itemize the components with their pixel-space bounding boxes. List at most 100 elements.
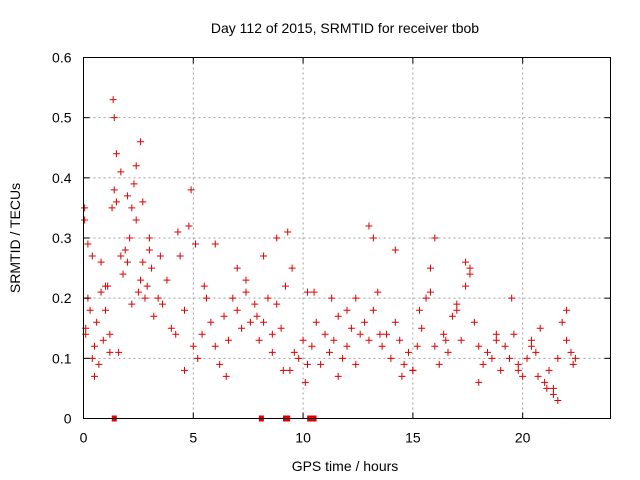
data-point: [200, 282, 208, 290]
data-point: [321, 330, 329, 338]
data-point: [187, 186, 195, 194]
data-point: [174, 228, 182, 236]
y-axis-label: SRMTID / TECUs: [7, 183, 23, 293]
data-point: [123, 258, 131, 266]
data-point: [404, 348, 412, 356]
data-point: [378, 342, 386, 350]
data-point: [255, 336, 263, 344]
data-point: [112, 150, 120, 158]
data-point: [288, 264, 296, 272]
data-point: [567, 348, 575, 356]
data-point: [233, 264, 241, 272]
data-point: [176, 252, 184, 260]
data-point: [532, 348, 540, 356]
data-point: [343, 306, 351, 314]
data-point: [422, 294, 430, 302]
data-point: [299, 336, 307, 344]
data-point: [558, 318, 566, 326]
data-point: [497, 366, 505, 374]
x-tick-label: 5: [189, 430, 197, 446]
data-point: [172, 330, 180, 338]
data-point: [339, 354, 347, 362]
data-point: [220, 312, 228, 320]
y-tick-label: 0.3: [52, 230, 72, 246]
data-point: [519, 372, 527, 380]
data-point: [514, 366, 522, 374]
data-point: [86, 306, 94, 314]
data-point: [233, 306, 241, 314]
data-point: [128, 300, 136, 308]
data-point: [347, 324, 355, 332]
data-point: [426, 288, 434, 296]
x-tick-label: 20: [515, 430, 531, 446]
data-point: [398, 372, 406, 380]
data-point: [101, 306, 109, 314]
data-point: [101, 282, 109, 290]
y-tick-label: 0.4: [52, 170, 72, 186]
data-point: [268, 330, 276, 338]
data-point: [303, 360, 311, 368]
data-point: [167, 324, 175, 332]
data-point: [466, 264, 474, 272]
data-point: [527, 342, 535, 350]
data-point: [343, 342, 351, 350]
data-point: [264, 294, 272, 302]
data-point: [284, 228, 292, 236]
data-point: [352, 294, 360, 302]
x-tick-label: 0: [80, 430, 88, 446]
data-point: [185, 222, 193, 230]
y-tick-label: 0.5: [52, 110, 72, 126]
data-point: [198, 330, 206, 338]
data-point: [137, 276, 145, 284]
data-point: [400, 360, 408, 368]
chart-title: Day 112 of 2015, SRMTID for receiver tbo…: [211, 20, 479, 36]
data-point: [145, 246, 153, 254]
data-point: [260, 318, 268, 326]
data-point: [484, 348, 492, 356]
data-point: [534, 372, 542, 380]
data-point: [508, 294, 516, 302]
data-point: [391, 318, 399, 326]
data-point: [369, 234, 377, 242]
data-point: [554, 354, 562, 362]
y-tick-label: 0.1: [52, 350, 72, 366]
data-point: [137, 138, 145, 146]
data-point: [141, 294, 149, 302]
data-point: [466, 270, 474, 278]
data-point: [253, 312, 261, 320]
data-point: [383, 330, 391, 338]
data-point: [369, 306, 377, 314]
data-point: [514, 360, 522, 368]
data-point: [442, 336, 450, 344]
data-point: [409, 366, 417, 374]
x-axis-ticks: 0 5 10 15 20: [80, 57, 531, 446]
data-point: [444, 348, 452, 356]
data-point: [488, 354, 496, 362]
data-point: [361, 318, 369, 326]
x-axis-label: GPS time / hours: [292, 458, 399, 474]
grid-lines: [83, 57, 611, 419]
data-point: [150, 312, 158, 320]
data-point: [154, 294, 162, 302]
data-point: [110, 114, 118, 122]
data-point: [328, 294, 336, 302]
data-point: [295, 354, 303, 362]
data-point: [121, 246, 129, 254]
data-point: [273, 234, 281, 242]
data-point: [128, 204, 136, 212]
data-point: [475, 342, 483, 350]
data-point: [163, 276, 171, 284]
data-point: [365, 222, 373, 230]
data-point: [387, 354, 395, 362]
data-point: [396, 336, 404, 344]
data-point: [356, 330, 364, 338]
data-point: [415, 306, 423, 314]
data-point: [365, 336, 373, 344]
data-point: [90, 372, 98, 380]
data-point: [229, 294, 237, 302]
data-point: [117, 168, 125, 176]
data-point: [211, 342, 219, 350]
data-point: [549, 384, 557, 392]
data-point: [123, 192, 131, 200]
